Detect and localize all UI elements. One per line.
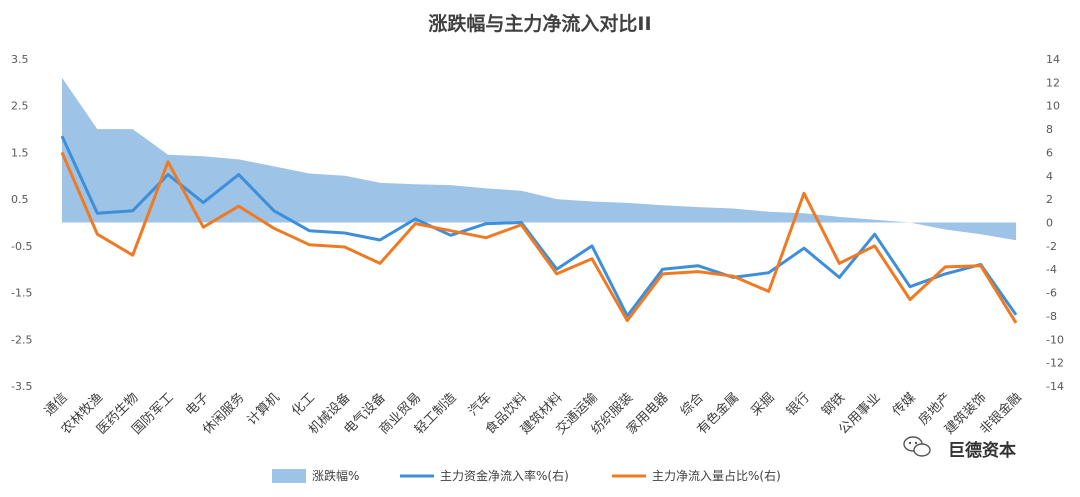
right-tick-label: -6 xyxy=(1046,287,1057,300)
wechat-icon xyxy=(903,436,931,457)
right-tick-label: -4 xyxy=(1046,263,1057,276)
category-label: 化工 xyxy=(289,390,318,419)
right-tick-label: 4 xyxy=(1046,170,1053,183)
legend: 涨跌幅% 主力资金净流入率%(右) 主力净流入量占比%(右) xyxy=(272,468,781,483)
right-tick-label: -10 xyxy=(1046,333,1064,346)
category-label: 传媒 xyxy=(890,390,919,419)
legend-label-line1: 主力资金净流入率%(右) xyxy=(440,468,569,483)
left-tick-label: -3.5 xyxy=(11,380,32,393)
watermark-text: 巨德资本 xyxy=(948,440,1016,461)
right-tick-label: 8 xyxy=(1046,123,1053,136)
right-tick-label: -2 xyxy=(1046,240,1057,253)
category-label: 银行 xyxy=(784,390,813,419)
legend-swatch-area xyxy=(272,469,306,483)
right-tick-label: 12 xyxy=(1046,76,1060,89)
left-tick-label: -1.5 xyxy=(11,287,32,300)
left-tick-label: 3.5 xyxy=(11,53,29,66)
left-axis: 3.5 2.5 1.5 0.5 -0.5 -1.5 -2.5 -3.5 xyxy=(11,53,32,393)
right-tick-label: -8 xyxy=(1046,310,1057,323)
category-label: 汽车 xyxy=(465,390,495,420)
left-tick-label: 0.5 xyxy=(11,193,29,206)
category-label: 通信 xyxy=(42,390,71,419)
category-label: 综合 xyxy=(678,390,707,419)
line-layer xyxy=(60,135,1018,324)
category-label: 钢铁 xyxy=(819,390,848,419)
category-label: 计算机 xyxy=(245,390,283,428)
area-series-change-pct xyxy=(62,77,1016,241)
right-tick-label: 0 xyxy=(1046,217,1053,230)
left-tick-label: -0.5 xyxy=(11,240,32,253)
legend-label-area: 涨跌幅% xyxy=(312,468,359,483)
area-layer xyxy=(62,77,1016,241)
right-tick-label: 14 xyxy=(1046,53,1060,66)
left-tick-label: -2.5 xyxy=(11,333,32,346)
right-tick-label: 2 xyxy=(1046,193,1053,206)
line-series-2 xyxy=(60,151,1018,324)
category-label: 采掘 xyxy=(749,390,778,419)
chart-title: 涨跌幅与主力净流入对比II xyxy=(428,12,651,35)
left-tick-label: 1.5 xyxy=(11,146,29,159)
right-tick-label: -12 xyxy=(1046,357,1064,370)
right-tick-label: 6 xyxy=(1046,146,1053,159)
right-tick-label: 10 xyxy=(1046,100,1060,113)
legend-label-line2: 主力净流入量占比%(右) xyxy=(652,468,781,483)
watermark: 巨德资本 xyxy=(903,436,1016,461)
right-tick-label: -14 xyxy=(1046,380,1064,393)
category-label: 电子 xyxy=(183,390,212,419)
right-axis: 14 12 10 8 6 4 2 0 -2 -4 -6 -8 -10 -12 -14 xyxy=(1046,53,1064,393)
left-tick-label: 2.5 xyxy=(11,100,29,113)
